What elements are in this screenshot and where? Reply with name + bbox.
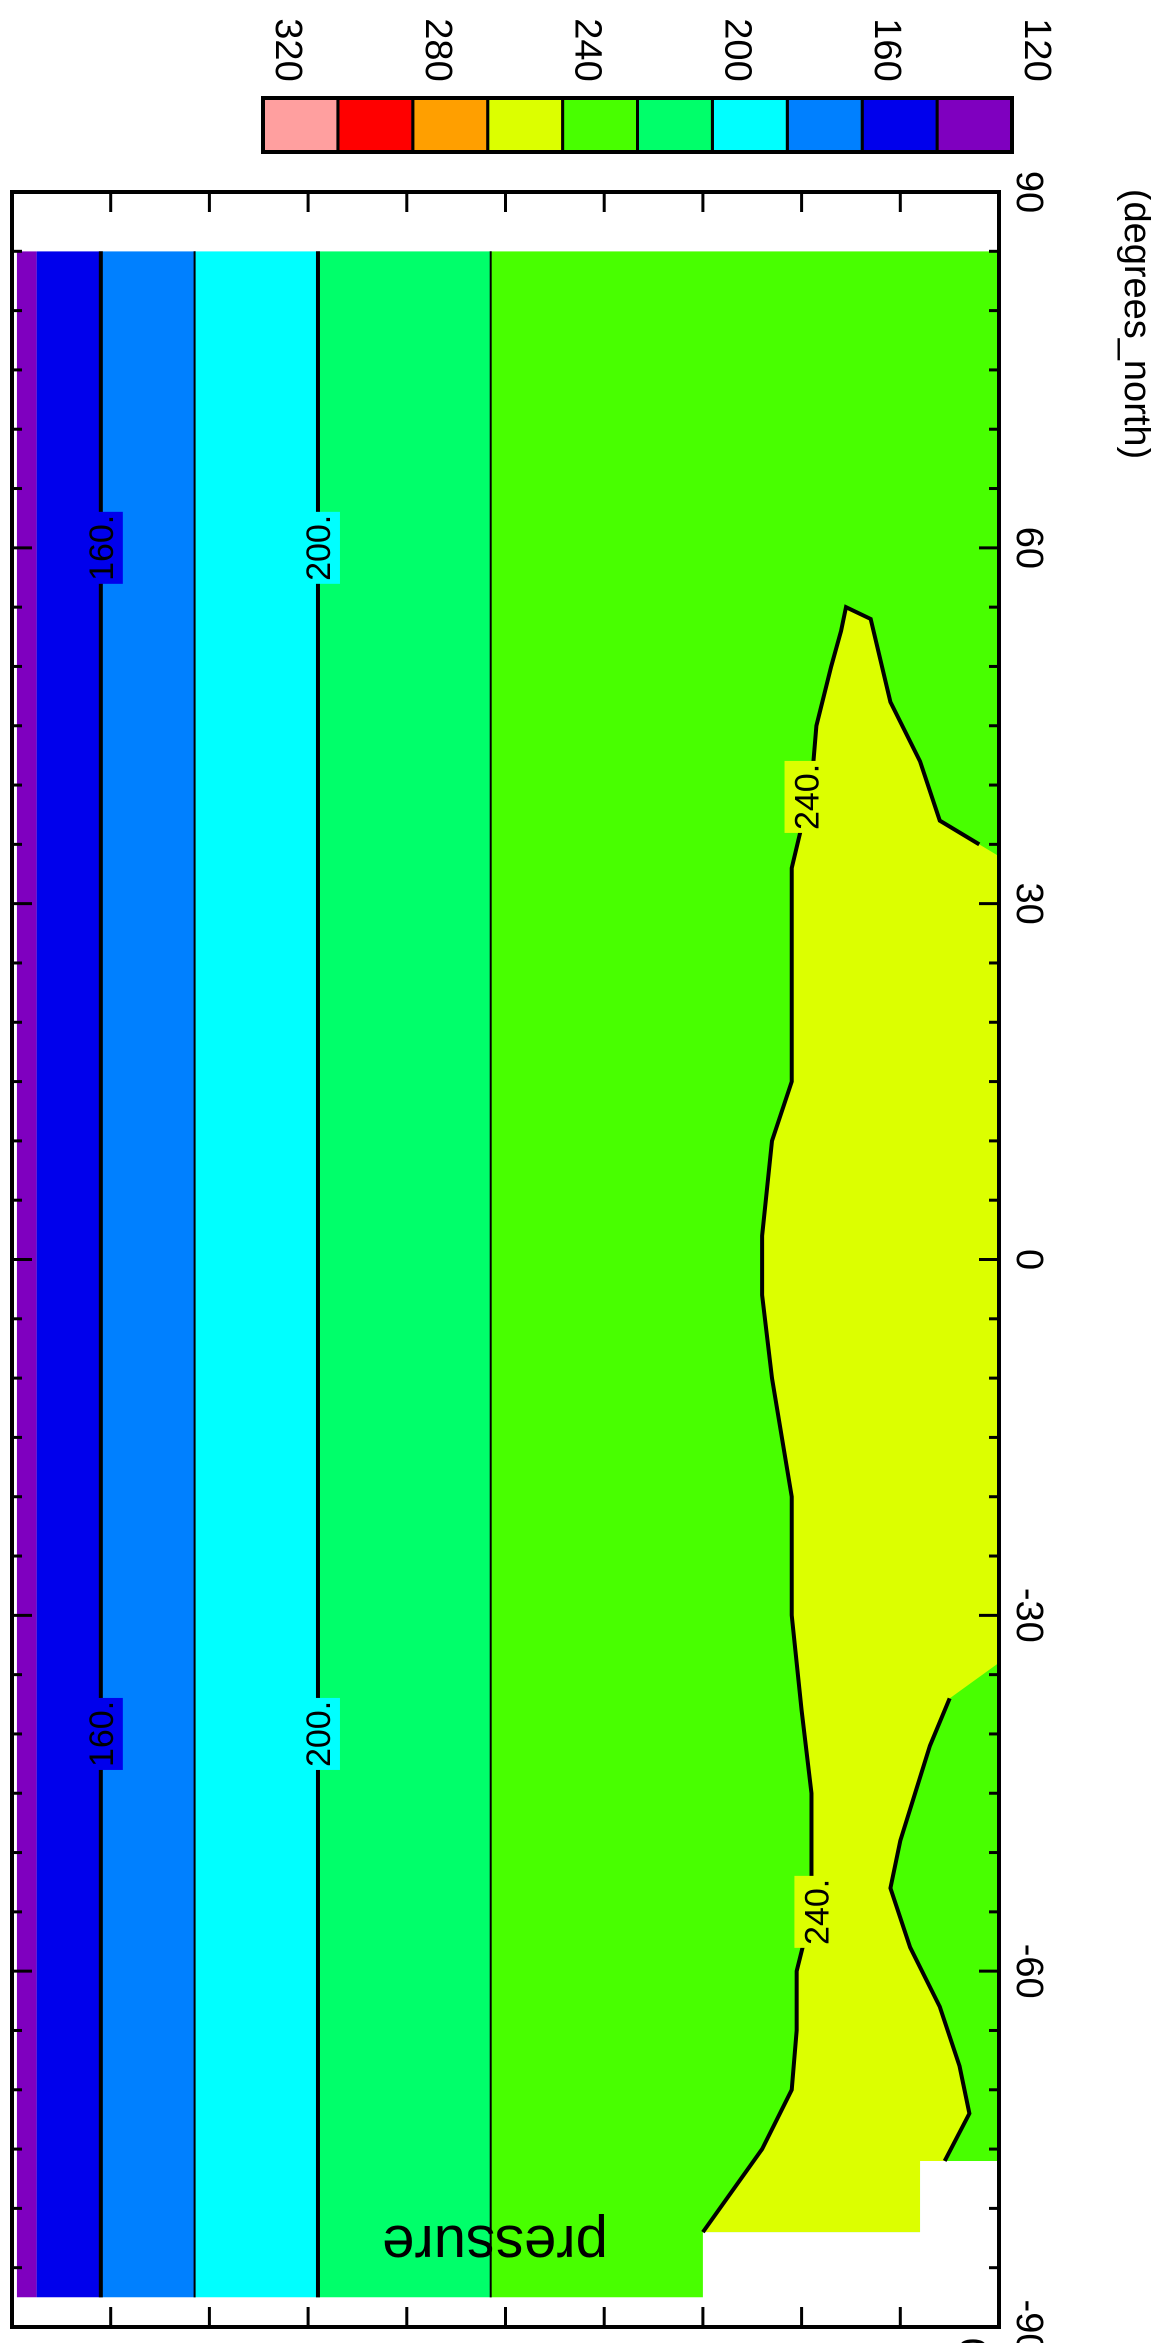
colorbar-frame <box>261 96 1014 154</box>
band-3 <box>194 251 318 2298</box>
contour-label-bg-160-0 <box>78 1697 123 1770</box>
missing-region-0 <box>16 2297 703 2327</box>
missing-region-2 <box>16 192 1000 252</box>
colorbar-swatch-5 <box>561 96 639 154</box>
contour-label-bg-200-1 <box>295 511 340 584</box>
colorbar-swatch-3 <box>710 96 789 154</box>
colorbar-tick-label-2: 200 <box>716 18 758 81</box>
x-tick-label-1: -60 <box>1008 1944 1050 1999</box>
x-tick-label-3: 0 <box>1008 1249 1050 1270</box>
colorbar-swatch-8 <box>336 96 415 154</box>
band-4 <box>317 251 491 2298</box>
contour-label-160-1: 160. <box>83 515 121 581</box>
colorbar-swatch-6 <box>486 96 565 154</box>
x-tick-label-5: 60 <box>1008 527 1050 569</box>
colorbar-swatch-9 <box>261 96 340 154</box>
contour-label-bg-200-0 <box>295 1697 340 1770</box>
contour-label-240-0: 240. <box>798 1879 836 1945</box>
x-axis-ticks: -90 -60 -30 0 30 60 90 <box>12 171 1050 2343</box>
contour-label-bg-240-0 <box>794 1875 839 1948</box>
y-axis-ticks: 12345678910 <box>109 192 995 2343</box>
x-axis-title: (degrees_north) <box>1116 189 1151 459</box>
colorbar-swatch-1 <box>860 96 939 154</box>
missing-region-1 <box>702 2160 999 2327</box>
y-tick-label-9: 10 <box>953 2338 995 2343</box>
region-240-fill <box>702 607 999 2233</box>
colorbar-tick-label-1: 160 <box>866 18 908 81</box>
x-tick-label-6: 90 <box>1008 171 1050 213</box>
band-0 <box>16 251 37 2298</box>
band-2 <box>100 251 195 2298</box>
plot-area <box>16 192 1000 2327</box>
colorbar-tick-label-5: 320 <box>267 18 309 81</box>
x-tick-label-2: -30 <box>1008 1588 1050 1643</box>
colorbar-swatch-4 <box>636 96 714 154</box>
contour-label-160-0: 160. <box>83 1701 121 1767</box>
colorbar-swatch-0 <box>935 96 1014 154</box>
x-tick-label-0: -90 <box>1008 2300 1050 2343</box>
colorbar: 120 160 200 240 280 320 <box>261 18 1058 154</box>
band-1 <box>36 251 101 2298</box>
contour-line-240-lower <box>888 1697 972 2162</box>
contour-label-bg-160-1 <box>78 511 123 584</box>
y-axis-title: pressure <box>382 2213 608 2278</box>
contour-labels: 160. 160. 200. 200. 240. 240. <box>78 511 839 1948</box>
contour-label-bg-240-1 <box>784 760 829 833</box>
contour-label-200-1: 200. <box>300 515 338 581</box>
colorbar-swatch-2 <box>785 96 864 154</box>
contour-label-240-1: 240. <box>789 764 827 830</box>
colorbar-tick-label-0: 120 <box>1016 18 1058 81</box>
x-tick-label-4: 30 <box>1008 883 1050 925</box>
colorbar-tick-label-3: 240 <box>567 18 609 81</box>
colorbar-tick-label-4: 280 <box>417 18 459 81</box>
contour-label-200-0: 200. <box>300 1701 338 1767</box>
colorbar-swatch-7 <box>411 96 490 154</box>
